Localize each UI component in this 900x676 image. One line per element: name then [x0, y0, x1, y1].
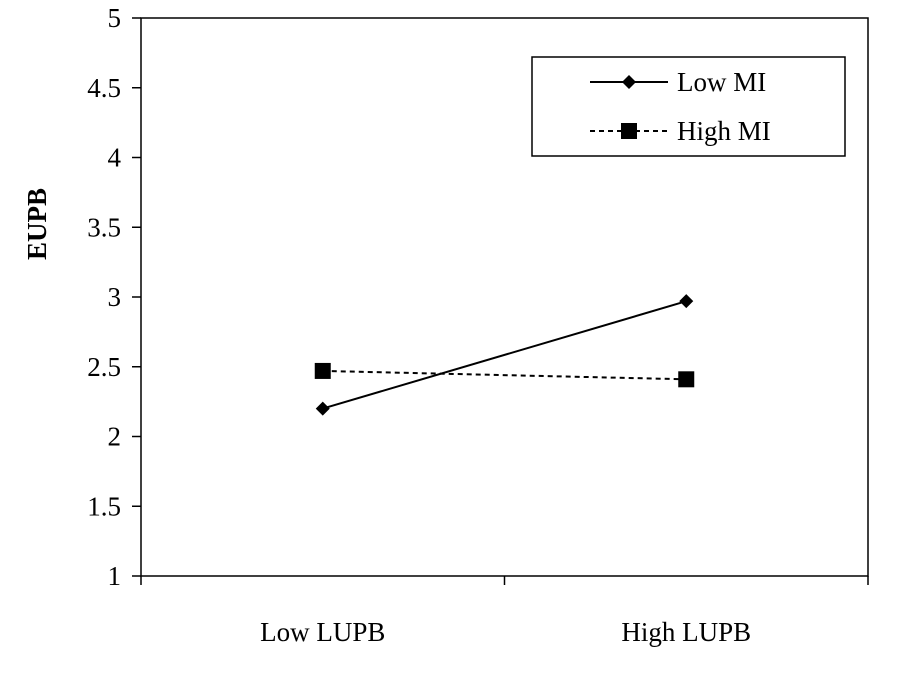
legend: Low MI High MI: [531, 56, 846, 157]
y-tick-label: 4.5: [87, 73, 121, 103]
data-point-high-mi: [314, 362, 331, 379]
y-tick-label: 2.5: [87, 352, 121, 382]
x-category-label: Low LUPB: [260, 617, 385, 647]
legend-swatch-marker: [622, 75, 636, 89]
series-line-high-mi: [322, 369, 687, 381]
y-tick-label: 1.5: [87, 491, 121, 521]
data-point-low-mi: [315, 401, 330, 416]
legend-box: [531, 56, 846, 157]
y-axis-title: EUPB: [22, 188, 52, 260]
y-tick-label: 4: [108, 143, 122, 173]
legend-label: Low MI: [677, 67, 766, 97]
legend-swatch-marker: [621, 123, 637, 139]
y-tick-label: 2: [108, 422, 122, 452]
y-tick-label: 3.5: [87, 212, 121, 242]
y-axis: 1 1.5 2 2.5 3 3.5 4 4.5 5: [87, 3, 141, 591]
series-layer: [314, 294, 695, 416]
legend-items: Low MI High MI: [590, 67, 771, 146]
x-axis: Low LUPB High LUPB: [140, 576, 869, 647]
legend-label: High MI: [677, 116, 771, 146]
series-line-low-mi: [322, 300, 687, 410]
y-tick-label: 5: [108, 3, 122, 33]
y-tick-label: 1: [108, 561, 122, 591]
x-category-label: High LUPB: [621, 617, 751, 647]
y-tick-label: 3: [108, 282, 122, 312]
data-point-high-mi: [678, 371, 695, 388]
data-point-low-mi: [679, 294, 694, 309]
